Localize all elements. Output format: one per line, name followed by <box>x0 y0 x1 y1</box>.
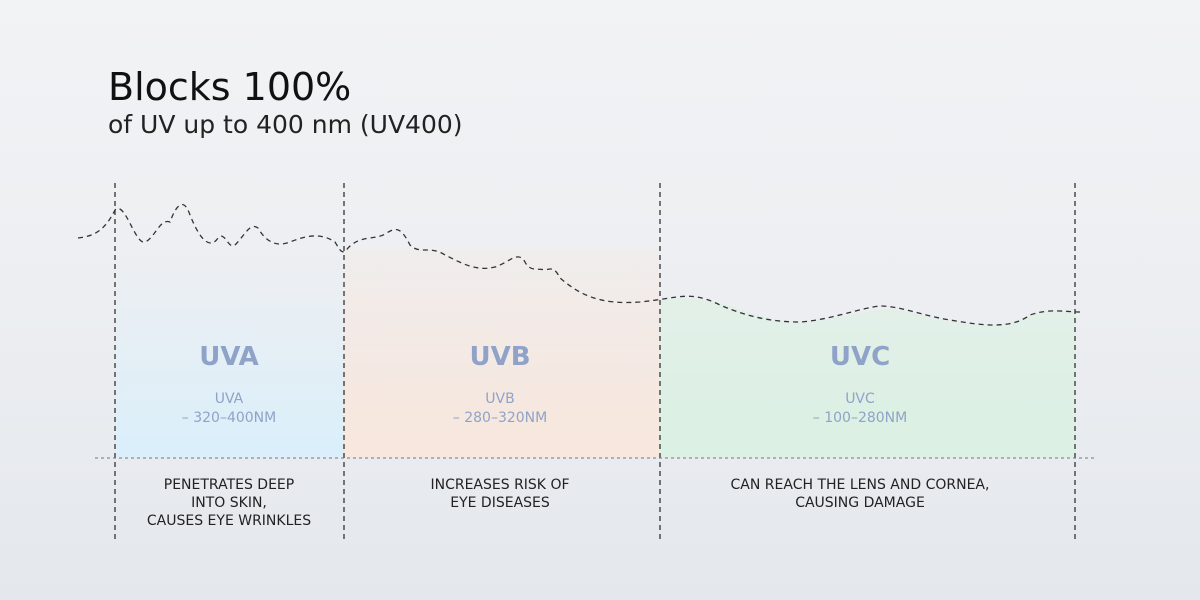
uva-region <box>115 250 344 458</box>
uvb-region <box>344 250 660 458</box>
band-range: UVB <box>485 391 514 407</box>
band-name: UVB <box>469 342 530 372</box>
band-range: – 320–400NM <box>182 410 276 426</box>
band-description: INTO SKIN, <box>191 495 267 511</box>
spectrum-curve <box>77 203 1081 326</box>
band-range: UVA <box>215 391 244 407</box>
band-range: – 100–280NM <box>813 410 907 426</box>
title: Blocks 100% <box>108 65 351 109</box>
band-description: CAUSES EYE WRINKLES <box>147 513 311 529</box>
subtitle: of UV up to 400 nm (UV400) <box>108 110 463 139</box>
band-description: EYE DISEASES <box>450 495 550 511</box>
band-name: UVC <box>830 342 890 372</box>
band-name: UVA <box>199 342 259 372</box>
band-description: PENETRATES DEEP <box>164 477 294 493</box>
band-description: CAUSING DAMAGE <box>795 495 925 511</box>
bands: UVA UVA – 320–400NM PENETRATES DEEP INTO SKI… <box>147 342 990 529</box>
band-range: – 280–320NM <box>453 410 547 426</box>
dividers <box>95 183 1095 542</box>
uvc-region <box>660 298 1075 458</box>
band-description: INCREASES RISK OF <box>430 477 569 493</box>
band-range: UVC <box>845 391 875 407</box>
band-description: CAN REACH THE LENS AND CORNEA, <box>731 477 990 493</box>
